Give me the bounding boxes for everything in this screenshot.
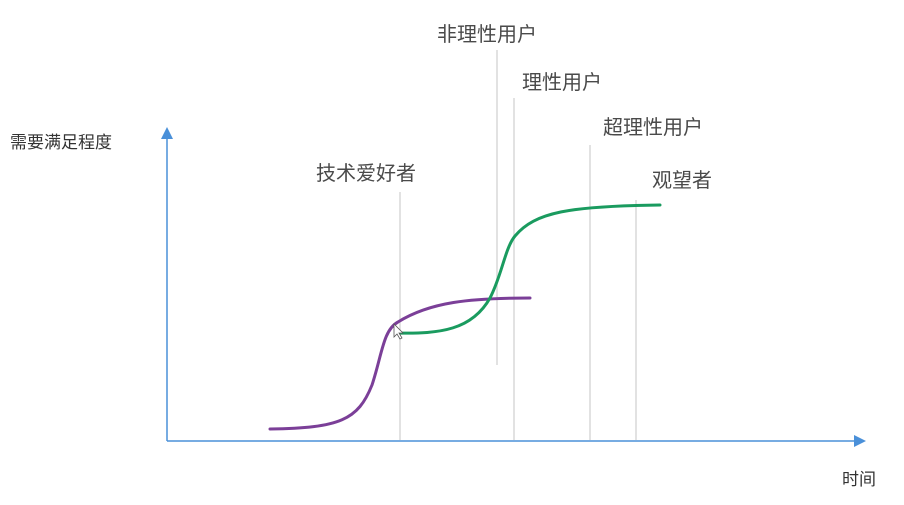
segment-label-rational-users: 理性用户 <box>522 72 602 92</box>
adoption-curve-late <box>397 205 660 333</box>
cursor-icon <box>394 324 403 339</box>
x-axis-label: 时间 <box>842 472 876 489</box>
segment-label-onlookers: 观望者 <box>652 170 712 190</box>
segment-label-super-rational-users: 超理性用户 <box>603 117 703 137</box>
segment-label-tech-enthusiasts: 技术爱好者 <box>316 163 416 183</box>
y-axis-label: 需要满足程度 <box>10 135 112 152</box>
segment-label-irrational-users: 非理性用户 <box>437 24 537 44</box>
